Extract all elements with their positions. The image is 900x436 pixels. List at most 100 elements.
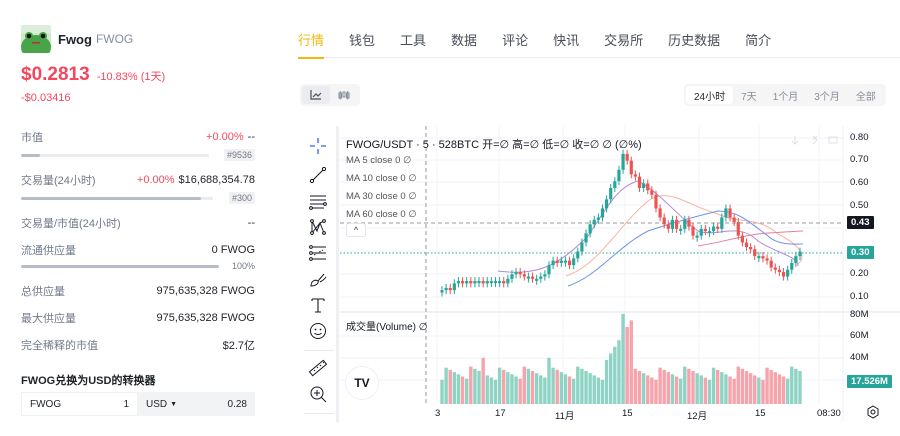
range-3m[interactable]: 3个月: [814, 91, 840, 103]
progress-bar: [21, 153, 209, 157]
y-tick: 0.60: [850, 177, 869, 188]
supply-percent: 100%: [231, 261, 255, 271]
ma10-legend: MA 10 close 0 ∅: [346, 173, 417, 184]
tab-market[interactable]: 行情: [298, 28, 325, 59]
volume-tick: 80M: [850, 309, 869, 320]
currency-converter: FWOG 1 USD ▼ 0.28: [21, 392, 255, 416]
stat-circulating-supply: 流通供应量 0 FWOG 100%: [21, 242, 255, 271]
rank-badge: #9536: [223, 149, 255, 161]
zoom-in-tool[interactable]: [306, 382, 330, 406]
last-volume-tag: 17.526M: [847, 375, 892, 388]
tab-history[interactable]: 历史数据: [668, 33, 721, 48]
emoji-icon: [310, 323, 326, 339]
horizontal-lines-icon: [309, 195, 327, 210]
stat-total-supply: 总供应量 975,635,328 FWOG: [21, 283, 255, 299]
ma60-legend: MA 60 close 0 ∅: [346, 209, 417, 220]
stat-value: 975,635,328 FWOG: [156, 312, 255, 324]
y-tick: 0.80: [850, 132, 869, 143]
legend-collapse-button[interactable]: ^: [346, 223, 366, 237]
converter-to-input[interactable]: USD ▼ 0.28: [138, 392, 255, 416]
tradingview-logo[interactable]: TV: [346, 367, 378, 399]
tab-news[interactable]: 快讯: [553, 33, 580, 48]
stat-change: +0.00%: [206, 131, 244, 143]
candlestick-chart-button[interactable]: [330, 86, 358, 104]
volume-bars: [440, 313, 802, 404]
chart-legend: FWOG/USDT · 5 · 528BTC 开=∅ 高=∅ 低=∅ 收=∅ ∅…: [346, 139, 642, 151]
y-tick: 0.20: [850, 268, 869, 279]
ruler-tool[interactable]: [306, 356, 330, 380]
converter-title: FWOG兑换为USD的转换器: [21, 375, 156, 387]
stat-value: --: [247, 131, 255, 143]
tab-comments[interactable]: 评论: [502, 33, 529, 48]
trend-line-icon: [309, 166, 327, 184]
crosshair-icon: [310, 138, 326, 154]
tab-data[interactable]: 数据: [451, 33, 478, 48]
range-1m[interactable]: 1个月: [772, 91, 799, 103]
stat-label: 最大供应量: [21, 313, 76, 325]
x-tick: 3: [435, 408, 441, 419]
stat-label: 交易量(24小时): [21, 175, 96, 187]
line-chart-button[interactable]: [302, 86, 330, 104]
pattern-icon: [310, 219, 326, 235]
price-row: $0.2813 -10.83% (1天): [21, 64, 165, 86]
brush-tool[interactable]: [306, 267, 330, 291]
settings-gear-icon[interactable]: [866, 405, 880, 419]
coin-header: Fwog FWOG: [21, 25, 133, 53]
stat-value: 975,635,328 FWOG: [156, 285, 255, 297]
stat-label: 流通供应量: [21, 245, 76, 257]
ruler-icon: [308, 359, 328, 377]
price-chart[interactable]: FWOG/USDT · 5 · 528BTC 开=∅ 高=∅ 低=∅ 收=∅ ∅…: [298, 126, 900, 426]
rank-badge: #300: [228, 192, 255, 204]
fib-tool[interactable]: [306, 241, 330, 265]
stat-label: 完全稀释的市值: [21, 340, 98, 352]
stat-label: 市值: [21, 132, 43, 144]
stat-change: +0.00%: [136, 174, 175, 186]
to-symbol: USD: [146, 398, 168, 410]
to-amount: 0.28: [227, 398, 247, 410]
ma5-legend: MA 5 close 0 ∅: [346, 155, 412, 166]
volume-tick: 60M: [850, 330, 869, 341]
pattern-tool[interactable]: [306, 215, 330, 239]
price-change-absolute: -$0.03416: [21, 92, 71, 104]
stat-value: $2.7亿: [222, 340, 255, 352]
tab-exchanges[interactable]: 交易所: [604, 33, 644, 48]
y-tick: 0.10: [850, 291, 869, 302]
tab-about[interactable]: 简介: [745, 33, 772, 48]
candles: [440, 149, 802, 297]
tab-wallet[interactable]: 钱包: [349, 33, 376, 48]
x-tick: 15: [622, 408, 633, 419]
coin-symbol: FWOG: [95, 32, 134, 46]
from-symbol: FWOG: [30, 398, 62, 410]
coin-avatar: [21, 25, 51, 53]
fib-icon: [309, 245, 326, 261]
to-currency-select[interactable]: USD ▼: [146, 399, 177, 410]
text-icon: [311, 298, 325, 313]
volume-legend: 成交量(Volume) ∅: [346, 322, 428, 333]
x-tick: 15: [755, 408, 766, 419]
coin-name: Fwog: [58, 31, 92, 47]
from-amount[interactable]: 1: [123, 398, 129, 410]
stat-max-supply: 最大供应量 975,635,328 FWOG: [21, 310, 255, 326]
crosshair-tool[interactable]: [306, 134, 330, 158]
converter-from-input[interactable]: FWOG 1: [21, 392, 138, 416]
stat-volume-24h: 交易量(24小时) +0.00% $16,688,354.78 #300: [21, 172, 255, 204]
tab-tools[interactable]: 工具: [400, 33, 427, 48]
text-tool[interactable]: [306, 293, 330, 317]
range-7d[interactable]: 7天: [741, 91, 757, 103]
stat-value: 0 FWOG: [211, 244, 255, 256]
price-change-percent: -10.83% (1天): [96, 71, 166, 83]
emoji-tool[interactable]: [306, 319, 330, 343]
stat-market-cap: 市值 +0.00% -- #9536: [21, 129, 255, 161]
progress-bar: [21, 264, 219, 268]
x-tick: 12月: [687, 411, 708, 422]
trend-line-tool[interactable]: [306, 163, 330, 187]
range-all[interactable]: 全部: [855, 91, 876, 103]
line-chart-icon: [310, 90, 322, 100]
brush-icon: [310, 273, 327, 287]
stat-value: $16,688,354.78: [178, 174, 255, 186]
range-24h[interactable]: 24小时: [686, 86, 734, 104]
candlestick-plot: [340, 126, 900, 422]
coin-info-panel: Fwog FWOG $0.2813 -10.83% (1天) -$0.03416…: [0, 0, 270, 436]
horizontal-lines-tool[interactable]: [306, 189, 330, 213]
drawing-toolbar: [298, 126, 339, 426]
